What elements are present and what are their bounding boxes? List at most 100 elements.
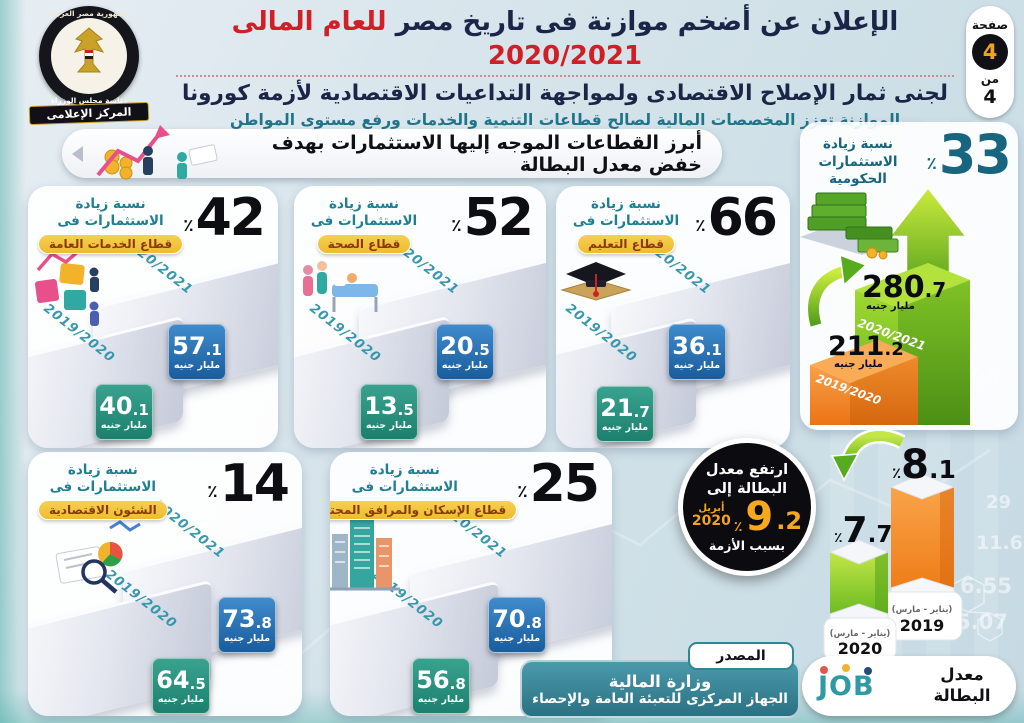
sector-card-public-services: ٪ 42 نسبة زيادة الاستثمارات فى قطاع الخد… [28, 186, 278, 448]
value-int: 13 [364, 391, 398, 420]
percent-sign: ٪ [451, 216, 462, 237]
value-unit: مليار جنيه [173, 359, 221, 371]
circle-value-dec: .2 [776, 506, 803, 535]
sectors-banner: أبرز القطاعات الموجه إليها الاستثمارات ب… [62, 125, 722, 180]
percent-value: 25 [529, 454, 600, 514]
value-dec: .5 [473, 340, 490, 359]
gov-investment-bars-chart: 280.7 مليار جنيه 2020/2021 211.2 مليار ج… [800, 185, 970, 425]
card-label: نسبة زيادة الاستثمارات فى [57, 196, 164, 229]
value-badge-old: 64.5 مليار جنيه [152, 658, 210, 714]
people-investment-illustration [96, 125, 218, 180]
card-label: نسبة زيادة الاستثمارات فى [351, 462, 458, 495]
value-dec: .8 [449, 674, 466, 693]
hospital-bed-illustration [303, 261, 378, 312]
source-tab: المصدر [688, 642, 794, 670]
header: الإعلان عن أضخم موازنة فى تاريخ مصر للعا… [168, 6, 962, 129]
value-int: 56 [416, 665, 450, 694]
card-label-block: نسبة زيادة الاستثمارات فى الشئون الاقتصا… [38, 462, 168, 520]
gov-bar-2019-2020: 211.2 مليار جنيه 2019/2020 [810, 331, 918, 425]
value-int: 20 [440, 331, 474, 360]
main-title-dark: الإعلان عن أضخم موازنة فى تاريخ مصر [395, 7, 899, 37]
unemployment-rise-circle: ارتفع معدل البطالة إلى أبريل 2020 ٪ 9 .2… [678, 438, 816, 576]
source-box: وزارة المالية الجهاز المركزى للتعبئة الع… [520, 660, 800, 718]
value-unit: مليار جنيه [223, 632, 271, 644]
sector-name-pill: قطاع الإسكان والمرافق المجتمعية [330, 499, 518, 520]
value-unit: مليار جنيه [493, 632, 541, 644]
value-unit: مليار جنيه [417, 693, 465, 705]
card-label: نسبة زيادة الاستثمارات فى [572, 196, 680, 229]
page-of-word: من [980, 71, 1000, 86]
card-label-block: نسبة زيادة الاستثمارات فى قطاع الإسكان و… [330, 462, 518, 520]
gov-investment-panel: ٪ 33 نسبة زيادة الاستثمارات الحكومية [800, 122, 1018, 430]
circle-line1: ارتفع معدل [705, 462, 789, 479]
circle-value-int: 9 [745, 493, 774, 540]
percent-sign: ٪ [207, 482, 218, 503]
buildings-illustration [330, 520, 400, 591]
sector-name-pill: قطاع الصحة [316, 233, 412, 254]
value-dec: .8 [255, 613, 272, 632]
page-total: 4 [983, 85, 997, 108]
value-badge-new: 36.1 مليار جنيه [668, 324, 726, 380]
value-dec: .1 [132, 400, 149, 419]
bar-period: (يناير - مارس) [892, 605, 953, 615]
percent-value: 52 [463, 188, 534, 248]
value-dec: .8 [525, 613, 542, 632]
dotted-divider [176, 74, 954, 77]
gov-percent: ٪ 33 [926, 128, 1012, 182]
value-int: 40 [99, 391, 133, 420]
card-percent: ٪ 52 [451, 188, 534, 248]
value-dec: .5 [189, 674, 206, 693]
value-badge-old: 56.8 مليار جنيه [412, 658, 470, 714]
percent-sign: ٪ [183, 216, 194, 237]
unemployment-bar-2020: (يناير - مارس) 2020 ٪7.7 [823, 510, 897, 661]
card-label-block: نسبة زيادة الاستثمارات فى قطاع الصحة [304, 196, 424, 254]
chevron-left-icon [72, 146, 83, 162]
value-int: 73 [222, 604, 256, 633]
sector-card-economic-affairs: ٪ 14 نسبة زيادة الاستثمارات فى الشئون ال… [28, 452, 302, 716]
value-badge-old: 13.5 مليار جنيه [360, 384, 418, 440]
value-badge-new: 20.5 مليار جنيه [436, 324, 494, 380]
card-header: ٪ 66 نسبة زيادة الاستثمارات فى قطاع التع… [556, 186, 790, 254]
percent-sign: ٪ [733, 518, 743, 535]
value-int: 57 [172, 331, 206, 360]
card-percent: ٪ 25 [517, 454, 600, 514]
logo-ring-top-text: جمهورية مصر العربية [49, 9, 129, 18]
sector-name-pill: قطاع الخدمات العامة [37, 233, 184, 254]
value-unit: مليار جنيه [100, 419, 148, 431]
job-text: JOB [818, 670, 875, 702]
gov-new-unit: مليار جنيه [866, 301, 915, 312]
circle-line2: البطالة إلى [706, 480, 788, 497]
percent-value: 14 [219, 454, 290, 514]
source-line1: وزارة المالية [608, 671, 712, 691]
value-dec: .1 [705, 340, 722, 359]
unemployment-rate-chart: (يناير - مارس) 2019 ٪8.1 (يناير - مارس) … [823, 430, 963, 661]
source-line2: الجهاز المركزى للتعبئة العامة والإحصاء [532, 690, 788, 707]
economy-analysis-illustration [55, 520, 141, 594]
value-dec: .5 [397, 400, 414, 419]
value-badge-old: 21.7 مليار جنيه [596, 386, 654, 442]
main-title-highlight: للعام المالى 2020/2021 [231, 7, 643, 71]
value-dec: .7 [633, 402, 650, 421]
card-header: ٪ 42 نسبة زيادة الاستثمارات فى قطاع الخد… [28, 186, 278, 254]
logo-ring-bottom-text: رئاسة مجلس الوزراء [51, 96, 127, 105]
sectors-banner-text: أبرز القطاعات الموجه إليها الاستثمارات ب… [271, 131, 702, 176]
egypt-government-logo: جمهورية مصر العربية رئاسة مجلس الوزراء ا… [14, 4, 164, 126]
percent-sign: ٪ [517, 482, 528, 503]
value-int: 70 [492, 604, 526, 633]
value-badge-new: 70.8 مليار جنيه [488, 597, 546, 653]
value-unit: مليار جنيه [673, 359, 721, 371]
value-dec: .1 [205, 340, 222, 359]
circle-year: 2020 [691, 513, 731, 530]
eagle-emblem-icon [73, 27, 105, 73]
value-unit: مليار جنيه [601, 421, 649, 433]
gov-old-unit: مليار جنيه [834, 359, 883, 370]
card-header: ٪ 52 نسبة زيادة الاستثمارات فى قطاع الصح… [294, 186, 546, 254]
percent-sign: ٪ [695, 216, 706, 237]
circle-month: أبريل [698, 503, 725, 515]
gov-panel-header: ٪ 33 نسبة زيادة الاستثمارات الحكومية [800, 122, 1018, 189]
value-unit: مليار جنيه [365, 419, 413, 431]
gov-old-value: 211.2 [828, 331, 904, 362]
value-int: 36 [672, 331, 706, 360]
bar-value: ٪7.7 [834, 510, 892, 551]
percent-value: 66 [707, 188, 778, 248]
